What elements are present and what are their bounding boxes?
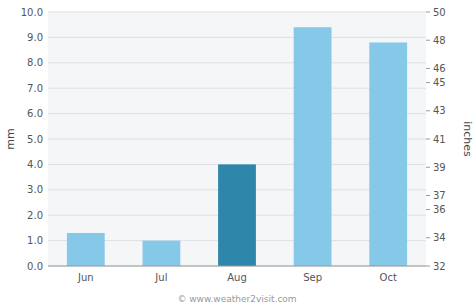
y2-tick-label: 48 (433, 35, 446, 46)
page: {"chart_data": {"type": "bar", "categori… (0, 0, 474, 308)
plot-background (48, 12, 426, 266)
x-tick-label: Sep (303, 272, 322, 283)
y-tick-label: 7.0 (27, 83, 43, 94)
y-tick-label: 4.0 (27, 159, 43, 170)
x-tick-label: Oct (380, 272, 397, 283)
y-axis-label: mm (4, 128, 17, 149)
x-axis-line (48, 266, 426, 267)
y2-tick (426, 82, 430, 83)
y-tick-label: 1.0 (27, 235, 43, 246)
y2-tick (426, 40, 430, 41)
y2-axis: 32 34 36 37 39 41 43 45 46 48 50 (426, 7, 446, 272)
y-tick-label: 6.0 (27, 108, 43, 119)
x-tick-label: Jul (154, 272, 167, 283)
y2-tick-label: 50 (433, 7, 446, 18)
bar (143, 241, 181, 266)
bar (294, 27, 332, 266)
y2-tick (426, 139, 430, 140)
y-tick-label: 3.0 (27, 184, 43, 195)
y2-tick (426, 209, 430, 210)
y-tick-label: 9.0 (27, 32, 43, 43)
footer: © www.weather2visit.com (177, 294, 296, 304)
y-tick-label: 8.0 (27, 57, 43, 68)
y2-tick-label: 37 (433, 190, 446, 201)
y-axis: 0.0 1.0 2.0 3.0 4.0 5.0 6.0 7.0 8.0 9.0 10.0 (21, 7, 43, 272)
y2-axis-label: inches (461, 121, 474, 157)
y2-tick-label: 32 (433, 261, 446, 272)
y2-tick (426, 167, 430, 168)
grid (48, 12, 426, 266)
y2-tick-label: 43 (433, 105, 446, 116)
y2-tick (426, 68, 430, 69)
x-axis: Jun Jul Aug Sep Oct (77, 272, 397, 283)
y-tick-label: 5.0 (27, 134, 43, 145)
x-tick-label: Jun (77, 272, 94, 283)
chart: 0.0 1.0 2.0 3.0 4.0 5.0 6.0 7.0 8.0 9.0 10.0 32 34 36… (0, 0, 474, 308)
y2-tick-label: 45 (433, 77, 446, 88)
grid-line (48, 266, 426, 267)
y-tick-label: 2.0 (27, 210, 43, 221)
y2-tick-label: 41 (433, 134, 446, 145)
y-tick-label: 0.0 (27, 261, 43, 272)
bars (67, 27, 407, 266)
bar (67, 233, 105, 266)
bar (218, 164, 256, 266)
y2-tick (426, 266, 430, 267)
y2-tick (426, 195, 430, 196)
y2-tick (426, 110, 430, 111)
y-tick-label: 10.0 (21, 7, 43, 18)
y2-tick (426, 12, 430, 13)
y2-tick-label: 39 (433, 162, 446, 173)
y2-tick (426, 237, 430, 238)
y2-tick-label: 46 (433, 63, 446, 74)
bar (369, 42, 407, 266)
y2-tick-label: 34 (433, 232, 446, 243)
y2-tick-label: 36 (433, 204, 446, 215)
x-tick-label: Aug (227, 272, 247, 283)
grid-line (48, 12, 426, 13)
grid-line (48, 37, 426, 38)
